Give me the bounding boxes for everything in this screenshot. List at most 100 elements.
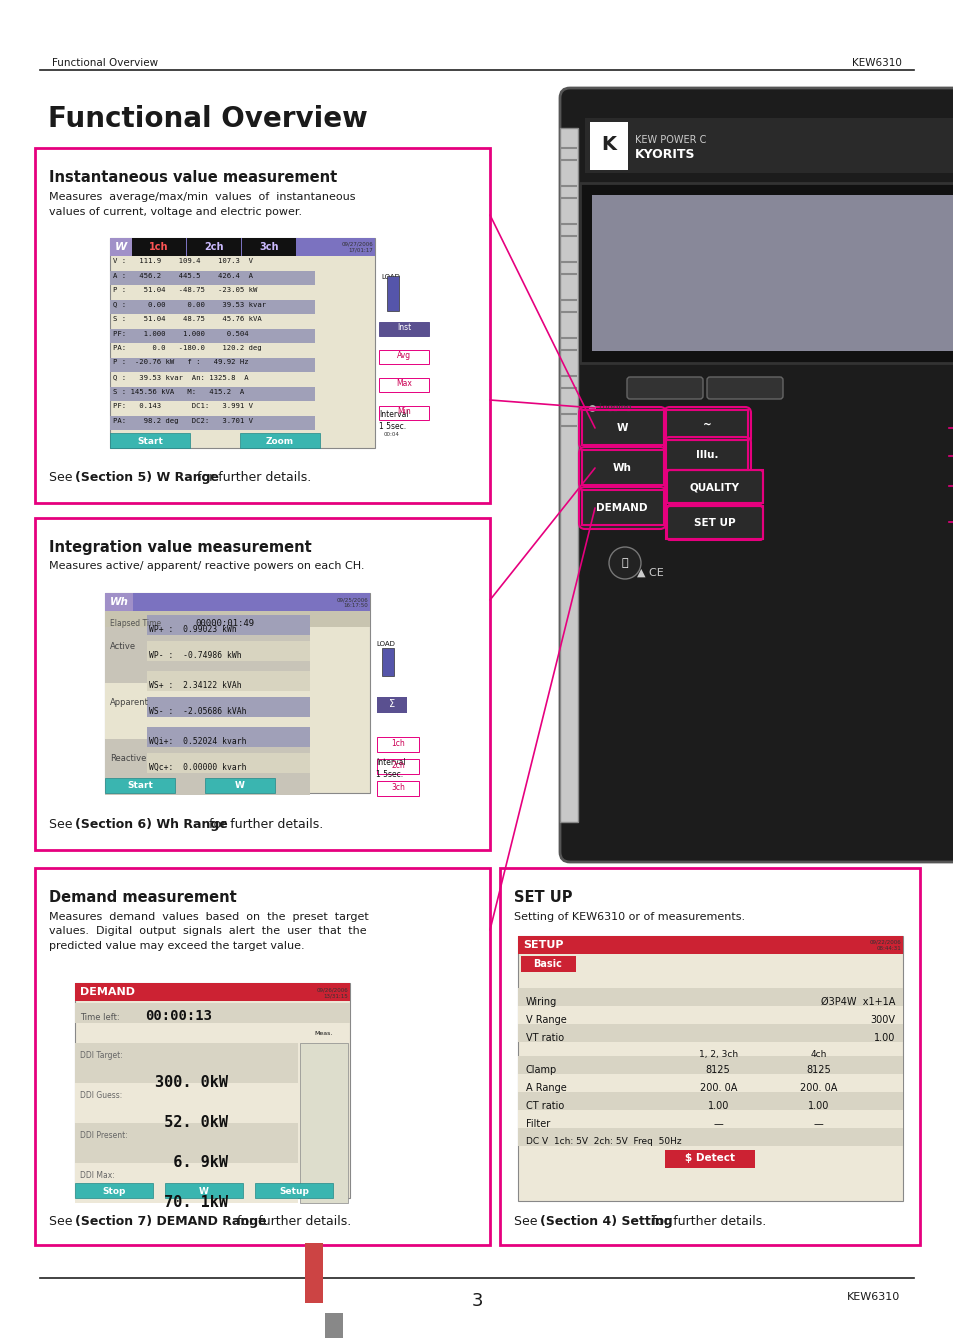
Bar bbox=[187, 238, 241, 256]
FancyBboxPatch shape bbox=[666, 470, 762, 503]
Text: S : 145.56 kVA   M:   415.2  A: S : 145.56 kVA M: 415.2 A bbox=[112, 388, 244, 395]
Text: Σ: Σ bbox=[389, 699, 395, 708]
Bar bbox=[75, 983, 350, 1198]
Text: SET UP: SET UP bbox=[514, 890, 572, 905]
Bar bbox=[665, 470, 762, 503]
Bar bbox=[517, 1056, 902, 1074]
Bar bbox=[254, 1182, 333, 1198]
Bar bbox=[517, 1127, 902, 1146]
Text: A :   456.2    445.5    426.4  A: A : 456.2 445.5 426.4 A bbox=[112, 273, 253, 279]
Bar bbox=[299, 1043, 348, 1202]
Text: KEW6310: KEW6310 bbox=[851, 58, 901, 68]
Bar bbox=[665, 410, 747, 441]
Text: Avg: Avg bbox=[396, 352, 411, 360]
FancyBboxPatch shape bbox=[578, 447, 665, 489]
Text: P :  -20.76 kW   f :   49.92 Hz: P : -20.76 kW f : 49.92 Hz bbox=[112, 359, 249, 366]
Text: Measures  demand  values  based  on  the  preset  target
values.  Digital  outpu: Measures demand values based on the pres… bbox=[49, 912, 369, 951]
Bar bbox=[517, 1093, 902, 1110]
Bar bbox=[75, 1003, 350, 1023]
Text: Clamp: Clamp bbox=[525, 1065, 557, 1075]
Text: Start: Start bbox=[127, 782, 152, 790]
Text: KYORITS: KYORITS bbox=[635, 149, 695, 162]
Bar bbox=[520, 956, 576, 972]
Bar bbox=[517, 1110, 902, 1127]
Text: WP- :  -0.74986 kWh: WP- : -0.74986 kWh bbox=[149, 651, 241, 660]
Bar bbox=[35, 149, 490, 503]
Text: Wiring: Wiring bbox=[525, 998, 557, 1007]
Bar bbox=[105, 593, 132, 611]
Bar bbox=[378, 321, 429, 336]
Text: for further details.: for further details. bbox=[205, 818, 323, 832]
FancyBboxPatch shape bbox=[666, 506, 762, 540]
Bar bbox=[387, 276, 398, 311]
Text: 1 5sec.: 1 5sec. bbox=[302, 1176, 329, 1184]
FancyBboxPatch shape bbox=[706, 378, 782, 399]
Text: 8125: 8125 bbox=[705, 1065, 730, 1075]
Bar bbox=[305, 1243, 323, 1303]
Bar bbox=[147, 671, 310, 691]
Bar bbox=[581, 450, 663, 485]
Text: 09/26/2006: 09/26/2006 bbox=[315, 987, 348, 992]
Bar bbox=[110, 415, 314, 430]
Text: Setup: Setup bbox=[279, 1186, 309, 1196]
Bar bbox=[110, 328, 314, 343]
Bar bbox=[110, 387, 314, 400]
Text: See: See bbox=[49, 1214, 76, 1228]
Text: 200. 0A: 200. 0A bbox=[699, 1083, 736, 1093]
Circle shape bbox=[608, 548, 640, 578]
FancyBboxPatch shape bbox=[626, 378, 702, 399]
Bar bbox=[664, 1150, 754, 1168]
Bar bbox=[75, 1043, 297, 1083]
Text: Measures  average/max/min  values  of  instantaneous
values of current, voltage : Measures average/max/min values of insta… bbox=[49, 191, 355, 217]
Text: 52. 0kW: 52. 0kW bbox=[154, 1115, 228, 1130]
Text: Filter: Filter bbox=[525, 1119, 550, 1129]
Text: Meas.: Meas. bbox=[314, 1031, 333, 1036]
Text: 1 5sec.: 1 5sec. bbox=[378, 422, 406, 431]
Text: V :   111.9    109.4    107.3  V: V : 111.9 109.4 107.3 V bbox=[112, 258, 253, 264]
Text: 00:00:13: 00:00:13 bbox=[145, 1010, 212, 1023]
Bar bbox=[242, 238, 295, 256]
Bar bbox=[517, 936, 902, 953]
Bar bbox=[105, 593, 370, 793]
Bar bbox=[376, 759, 418, 774]
Text: Interval: Interval bbox=[375, 758, 405, 767]
Text: 4ch: 4ch bbox=[809, 1050, 825, 1059]
Text: DEMAND: DEMAND bbox=[80, 987, 135, 998]
Text: 08:44:31: 08:44:31 bbox=[876, 945, 900, 951]
Bar bbox=[105, 739, 310, 795]
Bar bbox=[75, 983, 350, 1002]
Text: W: W bbox=[616, 423, 627, 432]
Text: DDI Guess:: DDI Guess: bbox=[80, 1091, 122, 1101]
Text: Illu.: Illu. bbox=[695, 450, 718, 461]
Text: Q :     0.00     0.00    39.53 kvar: Q : 0.00 0.00 39.53 kvar bbox=[112, 301, 266, 308]
Bar bbox=[147, 753, 310, 773]
Bar bbox=[147, 698, 310, 716]
Text: Active: Active bbox=[110, 641, 136, 651]
Bar bbox=[581, 410, 663, 445]
Bar bbox=[110, 238, 132, 256]
Bar bbox=[110, 300, 314, 315]
Bar bbox=[517, 988, 902, 1006]
Text: QUALITY: QUALITY bbox=[689, 482, 740, 491]
Text: 00000:01:49: 00000:01:49 bbox=[194, 619, 253, 628]
Bar bbox=[35, 518, 490, 850]
Bar bbox=[579, 183, 953, 363]
Text: 1 5sec.: 1 5sec. bbox=[375, 770, 403, 779]
Text: 1.00: 1.00 bbox=[873, 1032, 894, 1043]
Text: Inst: Inst bbox=[396, 324, 411, 332]
Bar bbox=[517, 1024, 902, 1042]
FancyBboxPatch shape bbox=[578, 487, 665, 529]
Text: 8125: 8125 bbox=[805, 1065, 830, 1075]
Text: See: See bbox=[49, 471, 76, 483]
Text: PA:    98.2 deg   DC2:   3.701 V: PA: 98.2 deg DC2: 3.701 V bbox=[112, 418, 253, 423]
Text: Wh: Wh bbox=[110, 597, 129, 607]
Text: Functional Overview: Functional Overview bbox=[52, 58, 158, 68]
Text: for further details.: for further details. bbox=[233, 1214, 351, 1228]
Text: —: — bbox=[813, 1119, 822, 1129]
Text: 1, 2, 3ch: 1, 2, 3ch bbox=[698, 1050, 737, 1059]
Text: WS- :  -2.05686 kVAh: WS- : -2.05686 kVAh bbox=[149, 707, 246, 716]
Text: Apparent: Apparent bbox=[110, 698, 149, 707]
Text: Instantaneous value measurement: Instantaneous value measurement bbox=[49, 170, 337, 185]
Bar bbox=[378, 349, 429, 364]
Text: 1.00: 1.00 bbox=[707, 1101, 728, 1111]
